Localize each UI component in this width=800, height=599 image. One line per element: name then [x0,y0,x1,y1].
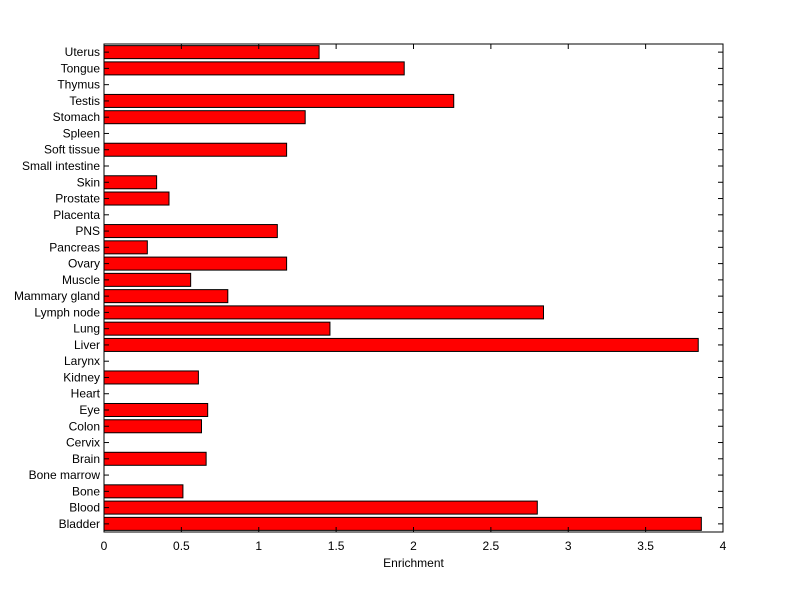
bar-eye [103,402,209,417]
x-tick-label: 2 [410,539,417,553]
x-tick-label: 1.5 [328,539,345,553]
y-tick-label: Skin [77,175,100,189]
y-tick-label: PNS [75,224,100,238]
bar-ovary [103,256,288,271]
bar-muscle [103,272,192,287]
y-tick-label: Colon [69,419,100,433]
y-tick-label: Stomach [53,110,100,124]
bar-testis [103,93,455,108]
x-tick-label: 0.5 [173,539,190,553]
y-tick-label: Lung [73,322,100,336]
plot-area [104,44,723,532]
bar-liver [103,337,699,352]
bar-bone [103,484,184,499]
x-tick-label: 2.5 [483,539,500,553]
bar-lymph-node [103,305,544,320]
y-tick-label: Small intestine [22,159,100,173]
y-tick-label: Liver [74,338,100,352]
x-tick-label: 4 [720,539,727,553]
bar-soft-tissue [103,142,288,157]
bar-uterus [103,45,320,60]
y-tick-label: Mammary gland [14,289,100,303]
bar-skin [103,175,158,190]
bar-kidney [103,370,199,385]
y-tick-label: Brain [72,452,100,466]
y-tick-label: Testis [69,94,100,108]
y-tick-label: Soft tissue [44,143,100,157]
bar-stomach [103,110,306,125]
y-tick-label: Tongue [61,61,101,75]
x-tick-label: 1 [255,539,262,553]
bar-tongue [103,61,405,76]
bar-bladder [103,516,702,531]
y-tick-label: Cervix [66,436,100,450]
y-tick-label: Lymph node [34,305,100,319]
bar-prostate [103,191,170,206]
y-tick-label: Heart [71,387,101,401]
y-tick-label: Blood [69,501,100,515]
y-tick-label: Uterus [65,45,100,59]
y-tick-label: Pancreas [49,240,100,254]
y-tick-label: Prostate [55,192,100,206]
y-tick-label: Bone [72,484,100,498]
y-tick-label: Larynx [64,354,100,368]
bar-pns [103,224,278,239]
y-tick-label: Eye [79,403,100,417]
bar-blood [103,500,538,515]
x-tick-label: 0 [101,539,108,553]
bar-colon [103,419,202,434]
x-axis-label: Enrichment [383,556,444,570]
bar-pancreas [103,240,148,255]
y-tick-label: Thymus [57,78,100,92]
y-tick-label: Bladder [59,517,100,531]
bar-mammary-gland [103,289,229,304]
y-tick-label: Placenta [53,208,100,222]
plot-background [104,44,723,532]
y-tick-label: Ovary [68,257,100,271]
y-tick-label: Spleen [63,126,100,140]
bar-brain [103,451,207,466]
bar-lung [103,321,331,336]
x-tick-label: 3 [565,539,572,553]
x-tick-label: 3.5 [637,539,654,553]
y-tick-label: Muscle [62,273,100,287]
y-tick-label: Bone marrow [29,468,101,482]
x-ticks: 0 0.5 1 1.5 2 2.5 3 3.5 4 [101,44,727,553]
y-ticks: Bladder Blood Bone Bone marrow Brain Cervix Co… [14,45,723,531]
y-tick-label: Kidney [63,370,100,384]
